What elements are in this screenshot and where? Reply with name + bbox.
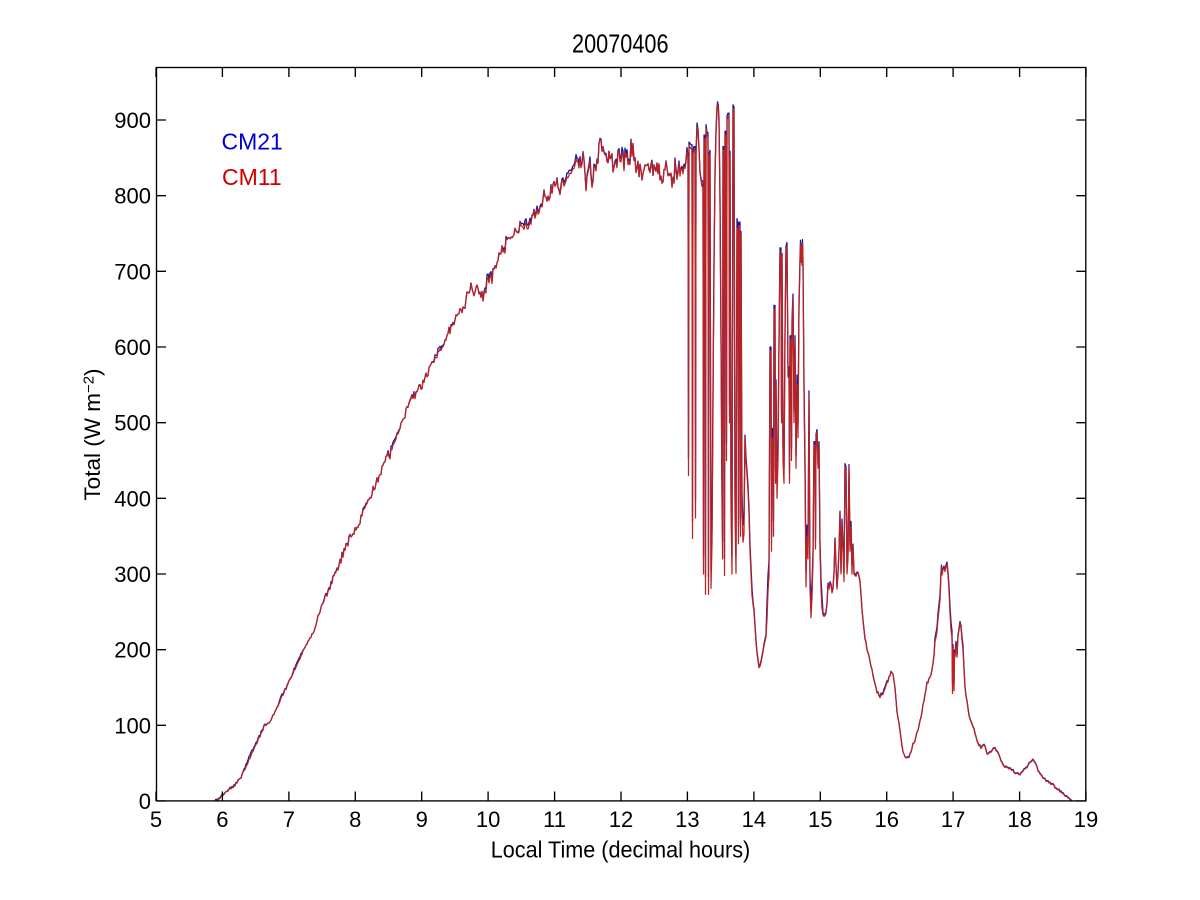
svg-text:7: 7 xyxy=(283,807,295,832)
svg-text:200: 200 xyxy=(114,638,151,663)
svg-text:500: 500 xyxy=(114,411,151,436)
svg-text:16: 16 xyxy=(874,807,898,832)
svg-text:11: 11 xyxy=(543,807,566,832)
svg-text:19: 19 xyxy=(1074,807,1098,832)
svg-text:600: 600 xyxy=(114,335,151,360)
svg-text:Local Time (decimal hours): Local Time (decimal hours) xyxy=(491,837,751,863)
svg-text:13: 13 xyxy=(675,807,699,832)
svg-text:900: 900 xyxy=(114,108,151,133)
svg-text:9: 9 xyxy=(416,807,428,832)
svg-text:8: 8 xyxy=(349,807,361,832)
svg-text:15: 15 xyxy=(808,807,832,832)
svg-text:5: 5 xyxy=(150,807,162,832)
svg-text:10: 10 xyxy=(476,807,500,832)
svg-text:0: 0 xyxy=(139,789,151,814)
svg-text:300: 300 xyxy=(114,562,151,587)
svg-text:400: 400 xyxy=(114,486,151,511)
svg-text:CM11: CM11 xyxy=(222,164,282,190)
svg-text:12: 12 xyxy=(609,807,633,832)
svg-text:18: 18 xyxy=(1007,807,1031,832)
svg-text:100: 100 xyxy=(114,713,151,738)
svg-text:800: 800 xyxy=(114,184,151,209)
svg-text:6: 6 xyxy=(216,807,228,832)
svg-text:700: 700 xyxy=(114,259,151,284)
svg-text:20070406: 20070406 xyxy=(572,31,669,59)
svg-text:14: 14 xyxy=(742,807,766,832)
svg-text:CM21: CM21 xyxy=(222,129,283,155)
svg-text:17: 17 xyxy=(941,807,965,832)
